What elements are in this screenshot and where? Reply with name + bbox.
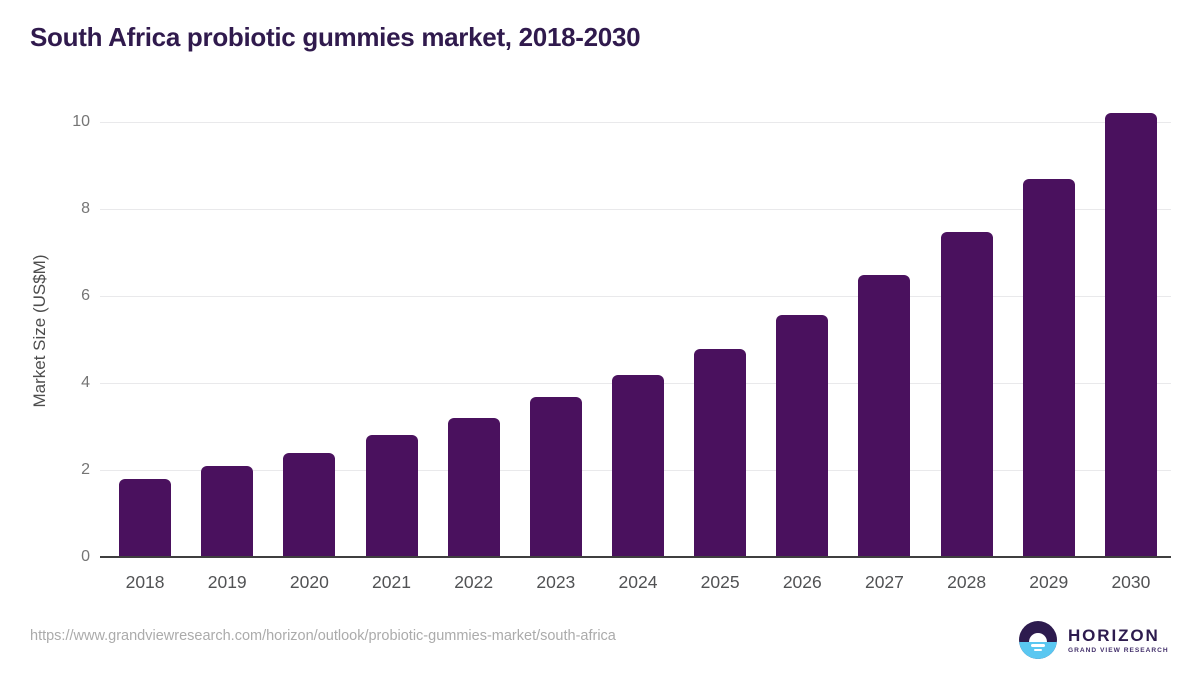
y-tick-label: 8 [81,200,90,217]
y-tick-label: 0 [81,548,90,565]
bar-2023 [529,396,582,556]
bar-2030 [1104,112,1157,556]
bar-2021 [365,434,418,556]
logo-reflection-dash [1031,644,1045,647]
x-tick-label: 2018 [125,572,165,592]
gridline [100,209,1171,210]
bar-2022 [447,417,500,556]
y-tick-label: 10 [72,113,90,130]
bar-2026 [776,314,829,556]
logo-tagline-text: GRAND VIEW RESEARCH [1068,646,1169,654]
chart-title: South Africa probiotic gummies market, 2… [30,22,641,52]
x-tick-label: 2020 [289,572,329,592]
y-tick-label: 2 [81,461,90,478]
bar-2019 [201,465,254,556]
x-tick-label: 2030 [1111,572,1151,592]
x-tick-label: 2027 [864,572,904,592]
bar-2028 [940,232,993,556]
bar-2018 [119,478,172,556]
horizon-logo: HORIZON GRAND VIEW RESEARCH [1019,621,1169,659]
horizon-sun-icon [1019,621,1057,659]
source-url: https://www.grandviewresearch.com/horizo… [30,628,616,644]
x-tick-label: 2024 [618,572,658,592]
gridline [100,122,1171,123]
bar-2024 [612,375,664,556]
bar-2025 [694,349,747,556]
x-tick-label: 2025 [700,572,740,592]
logo-brand-text: HORIZON [1068,625,1160,645]
x-axis-line [100,556,1171,558]
bar-2029 [1022,178,1075,556]
bar-2020 [283,452,336,556]
x-tick-label: 2026 [782,572,822,592]
logo-reflection-dash [1034,648,1042,651]
logo-text-block: HORIZON GRAND VIEW RESEARCH [1068,627,1169,654]
gridline [100,296,1171,297]
bar-2027 [858,275,911,556]
x-tick-label: 2023 [536,572,576,592]
x-tick-label: 2019 [207,572,247,592]
x-tick-label: 2028 [947,572,987,592]
logo-sun-shape [1029,633,1047,642]
x-tick-label: 2029 [1029,572,1069,592]
x-tick-label: 2021 [372,572,411,592]
y-tick-label: 6 [81,287,90,304]
x-tick-label: 2022 [454,572,494,592]
y-tick-label: 4 [81,374,90,391]
